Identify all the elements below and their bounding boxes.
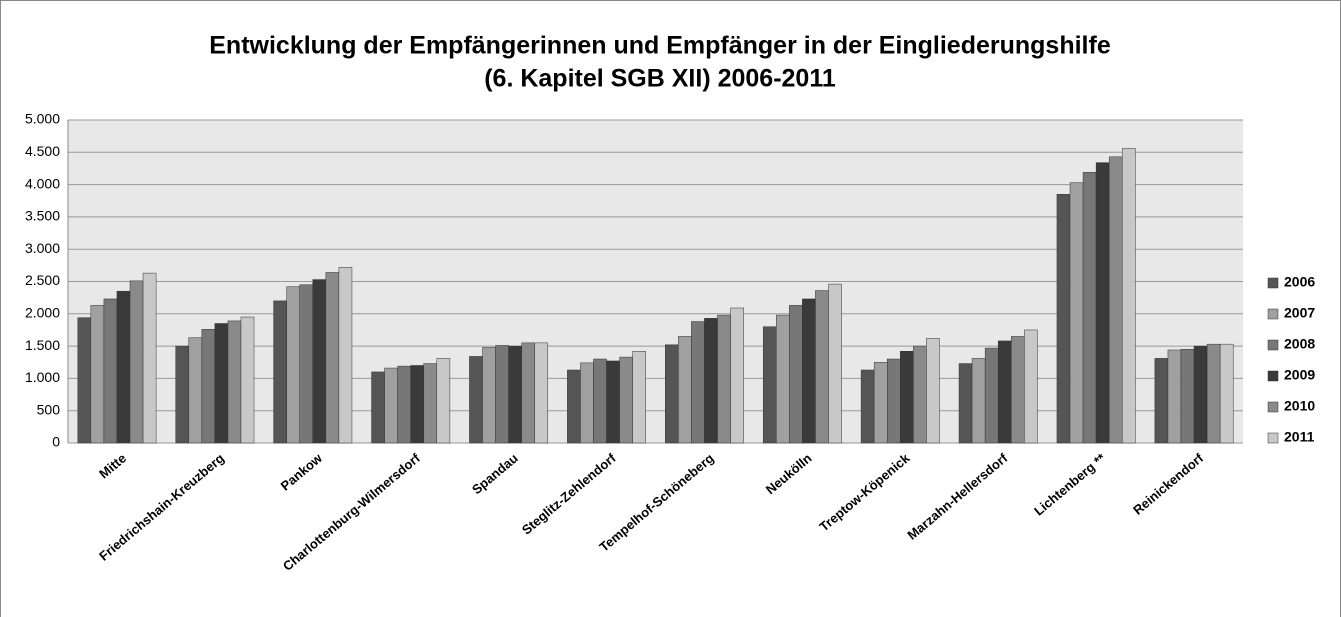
y-tick-label: 0 [52, 434, 60, 450]
bar [958, 363, 973, 444]
bar [273, 300, 287, 444]
bar [678, 336, 692, 444]
bar [1167, 349, 1182, 444]
bar [1219, 343, 1234, 444]
bar [802, 298, 816, 444]
bar [521, 342, 535, 444]
bar [632, 351, 646, 444]
legend-swatch [1267, 339, 1279, 351]
bar [1069, 182, 1084, 444]
y-tick-label: 5.000 [25, 111, 60, 127]
bar [717, 314, 731, 444]
bar [776, 314, 790, 444]
bar [730, 307, 744, 444]
bar [312, 279, 327, 444]
bar [1193, 345, 1208, 444]
bar [913, 345, 927, 444]
bar [971, 358, 986, 444]
bar [1095, 162, 1110, 444]
legend-swatch [1267, 432, 1279, 444]
bar [508, 345, 522, 444]
bar [1024, 329, 1038, 444]
bar [1082, 172, 1097, 444]
bar [325, 272, 340, 444]
bar [214, 323, 229, 444]
bar [828, 283, 842, 444]
bar [384, 367, 398, 444]
bar [188, 337, 203, 444]
y-tick-label: 3.000 [25, 240, 60, 256]
bar [1011, 336, 1025, 444]
legend-label: 2006 [1284, 274, 1315, 290]
bar [469, 356, 483, 444]
bar [299, 284, 314, 444]
bar [1121, 148, 1136, 444]
bar [397, 365, 411, 444]
bar [286, 286, 300, 444]
bar [1154, 358, 1169, 444]
bar [873, 362, 888, 444]
y-tick-label: 500 [37, 401, 61, 417]
bar [691, 321, 705, 444]
bar [860, 369, 875, 444]
bar [1206, 343, 1221, 444]
bar [201, 329, 216, 444]
bar [534, 342, 549, 444]
bar [665, 344, 679, 444]
bar [116, 290, 131, 444]
bar [619, 356, 633, 444]
bar [142, 272, 157, 444]
legend-label: 2009 [1284, 367, 1315, 383]
legend-swatch [1267, 401, 1279, 413]
bar [1108, 156, 1123, 444]
chart-title: Entwicklung der Empfängerinnen und Empfä… [209, 32, 1111, 60]
bar [175, 345, 190, 444]
bar [436, 358, 451, 444]
bar [240, 316, 255, 444]
bar [567, 369, 581, 444]
legend-swatch [1267, 370, 1279, 382]
bar [984, 347, 999, 444]
bar [580, 362, 594, 444]
bar [926, 338, 940, 444]
bar [338, 267, 353, 444]
y-tick-label: 3.500 [25, 208, 60, 224]
bar [789, 305, 803, 444]
y-tick-label: 4.000 [25, 175, 60, 191]
bar [129, 280, 144, 444]
legend-label: 2007 [1284, 305, 1315, 321]
bar [997, 340, 1012, 444]
bar [593, 358, 607, 444]
bar [103, 298, 118, 444]
bar [762, 326, 777, 444]
bar [482, 347, 496, 444]
legend-swatch [1267, 308, 1279, 320]
bar [410, 365, 425, 444]
bar [886, 358, 901, 444]
bar [606, 360, 620, 444]
bar [1056, 194, 1071, 444]
bar [704, 318, 718, 444]
bar [77, 317, 92, 444]
y-tick-label: 2.000 [25, 305, 60, 321]
bar [1180, 349, 1195, 444]
bar [495, 345, 509, 444]
legend-label: 2010 [1284, 398, 1315, 414]
legend-label: 2008 [1284, 336, 1315, 352]
legend-label: 2011 [1284, 429, 1315, 445]
bar [371, 371, 385, 444]
y-tick-label: 4.500 [25, 143, 60, 159]
chart-title: (6. Kapitel SGB XII) 2006-2011 [484, 65, 836, 93]
y-tick-label: 1.000 [25, 369, 60, 385]
bar [90, 305, 105, 444]
bar [227, 320, 242, 444]
bar [900, 351, 914, 444]
legend-swatch [1267, 277, 1279, 289]
bar [815, 290, 829, 444]
y-tick-label: 1.500 [25, 337, 60, 353]
bar [423, 363, 438, 444]
y-tick-label: 2.500 [25, 272, 60, 288]
